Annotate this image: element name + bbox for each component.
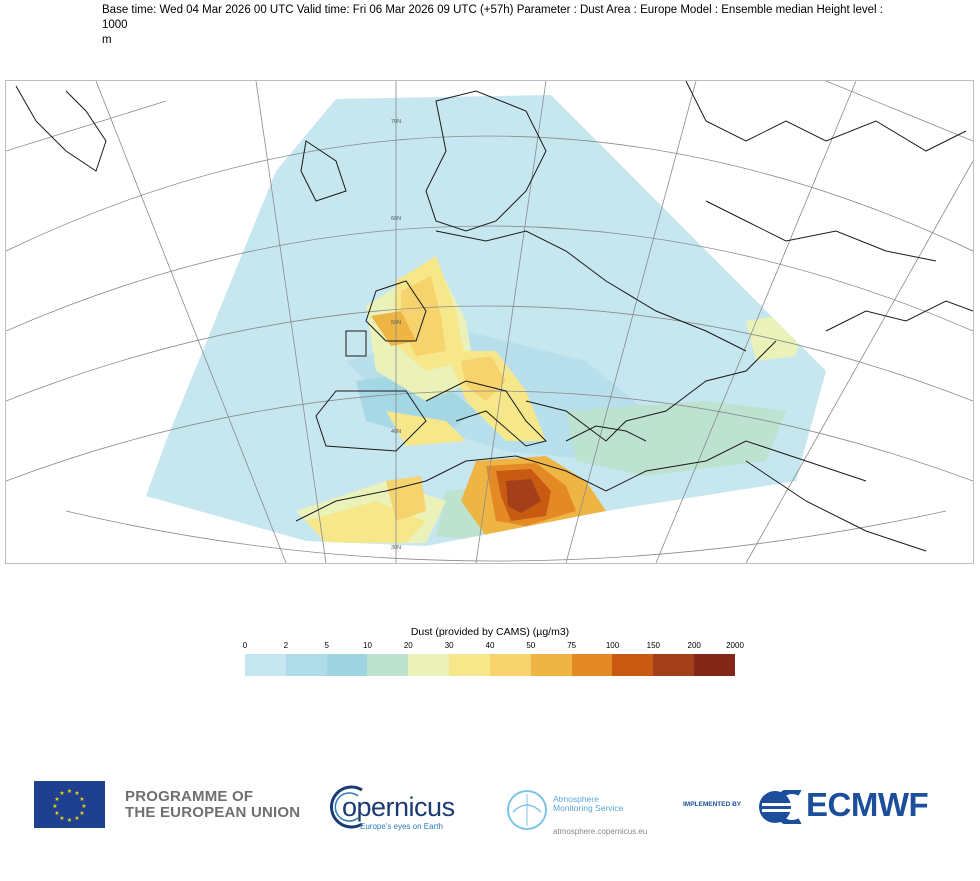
cams-name: Atmosphere Monitoring Service bbox=[553, 795, 623, 813]
legend-swatch bbox=[612, 654, 654, 676]
legend-tick: 0 bbox=[242, 641, 248, 650]
legend-swatch bbox=[571, 654, 613, 676]
svg-text:★: ★ bbox=[79, 810, 84, 817]
legend-swatch bbox=[530, 654, 572, 676]
ecmwf-symbol-icon bbox=[759, 790, 802, 824]
copernicus-wordmark: opernicus bbox=[342, 792, 455, 822]
lat-label-40n: 40N bbox=[391, 429, 401, 435]
dust-map[interactable]: 70N 60N 50N 40N 30N bbox=[5, 80, 974, 564]
svg-text:★: ★ bbox=[79, 796, 84, 803]
coastlines bbox=[15, 81, 973, 552]
legend-color-bar bbox=[245, 654, 735, 676]
lat-label-30n: 30N bbox=[391, 545, 401, 551]
header-line-2: m bbox=[102, 34, 112, 46]
legend-swatch bbox=[285, 654, 327, 676]
svg-text:★: ★ bbox=[59, 790, 64, 797]
legend-swatch bbox=[408, 654, 450, 676]
svg-text:★: ★ bbox=[59, 815, 64, 822]
legend-swatch bbox=[245, 654, 286, 676]
svg-text:★: ★ bbox=[54, 810, 59, 817]
legend-tick: 20 bbox=[403, 641, 413, 650]
legend-tick: 40 bbox=[485, 641, 495, 650]
svg-text:★: ★ bbox=[54, 796, 59, 803]
legend-swatch bbox=[694, 654, 735, 676]
implemented-by-label: IMPLEMENTED BY bbox=[683, 801, 742, 808]
legend-ticks: 0 2 5 10 20 30 40 50 75 100 150 200 2000 bbox=[242, 641, 744, 653]
svg-text:★: ★ bbox=[67, 788, 72, 795]
legend-tick: 5 bbox=[324, 641, 329, 650]
cams-logo: Atmosphere Monitoring Service atmosphere… bbox=[505, 778, 655, 838]
svg-text:★: ★ bbox=[81, 803, 86, 810]
lat-label-60n: 60N bbox=[391, 216, 401, 222]
map-header: Base time: Wed 04 Mar 2026 00 UTC Valid … bbox=[102, 3, 892, 48]
svg-text:★: ★ bbox=[74, 790, 79, 797]
graticule bbox=[6, 81, 973, 563]
cams-name-line-2: Monitoring Service bbox=[553, 803, 624, 813]
cams-globe-icon bbox=[507, 790, 547, 830]
legend-tick: 150 bbox=[646, 641, 660, 650]
lat-labels: 70N 60N 50N 40N 30N bbox=[391, 119, 401, 551]
lat-label-70n: 70N bbox=[391, 119, 401, 125]
dust-field bbox=[296, 256, 806, 543]
legend-tick: 200 bbox=[687, 641, 701, 650]
color-legend: Dust (provided by CAMS) (µg/m3) 0 2 5 10… bbox=[242, 626, 744, 676]
legend-tick: 2000 bbox=[726, 641, 744, 650]
copernicus-c-icon bbox=[330, 785, 363, 829]
copernicus-logo: opernicus Europe's eyes on Earth bbox=[330, 778, 470, 833]
legend-swatch bbox=[367, 654, 409, 676]
legend-swatch bbox=[653, 654, 695, 676]
eu-text-line-1: PROGRAMME OF bbox=[125, 788, 254, 805]
svg-text:★: ★ bbox=[52, 803, 57, 810]
legend-tick: 30 bbox=[444, 641, 454, 650]
legend-tick: 75 bbox=[567, 641, 577, 650]
svg-text:★: ★ bbox=[74, 815, 79, 822]
legend-title: Dust (provided by CAMS) (µg/m3) bbox=[410, 626, 570, 638]
footer-logos: ★ ★ ★ ★ ★ ★ ★ ★ ★ ★ ★ ★ PROGRAMME OF THE EUROPEA… bbox=[0, 770, 980, 840]
legend-tick: 100 bbox=[605, 641, 620, 650]
eu-flag-icon: ★ ★ ★ ★ ★ ★ ★ ★ ★ ★ ★ ★ bbox=[34, 781, 105, 828]
legend-swatch bbox=[449, 654, 490, 676]
legend-swatch bbox=[326, 654, 368, 676]
lat-label-50n: 50N bbox=[391, 320, 401, 326]
svg-text:★: ★ bbox=[67, 817, 72, 824]
legend-tick: 2 bbox=[283, 641, 289, 650]
copernicus-tagline: Europe's eyes on Earth bbox=[360, 822, 443, 831]
map-canvas: 70N 60N 50N 40N 30N bbox=[6, 81, 973, 563]
legend-tick: 10 bbox=[363, 641, 372, 650]
ecmwf-wordmark: ECMWF bbox=[806, 786, 929, 823]
legend-tick: 50 bbox=[526, 641, 536, 650]
header-line-1: Base time: Wed 04 Mar 2026 00 UTC Valid … bbox=[102, 4, 883, 31]
ecmwf-logo: ECMWF bbox=[758, 786, 953, 826]
eu-programme-text: PROGRAMME OF THE EUROPEAN UNION bbox=[125, 789, 300, 821]
cams-url: atmosphere.copernicus.eu bbox=[553, 827, 648, 836]
cams-name-line-1: Atmosphere bbox=[553, 794, 599, 804]
legend-swatch bbox=[489, 654, 531, 676]
eu-text-line-2: THE EUROPEAN UNION bbox=[125, 804, 301, 821]
